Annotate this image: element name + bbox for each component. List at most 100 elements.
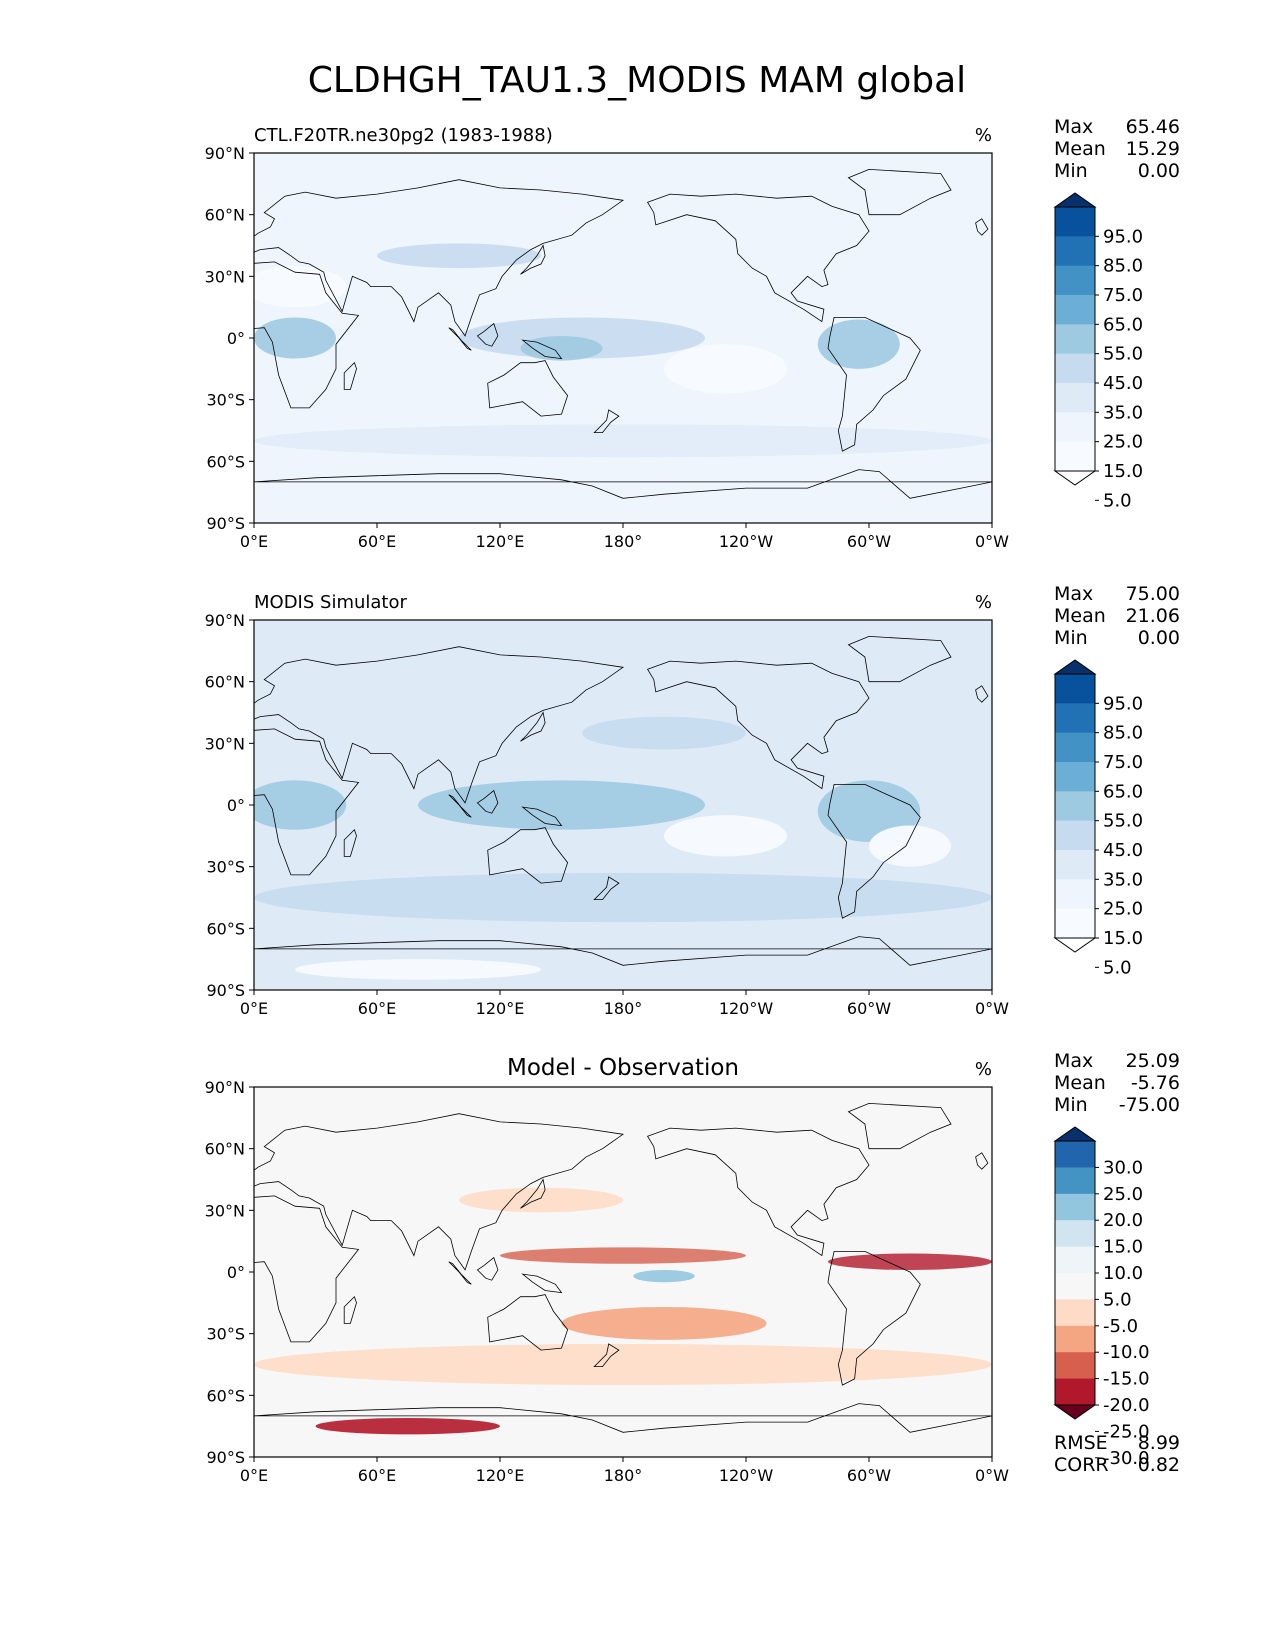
lat-tick-label: 30°S <box>206 1325 245 1344</box>
coastline-namerica <box>647 1127 870 1257</box>
colorbar-tick-label: 65.0 <box>1103 314 1143 335</box>
lon-tick-label: 120°W <box>719 999 774 1018</box>
lon-tick-label: 60°W <box>847 999 891 1018</box>
coastline-madagascar <box>343 828 357 857</box>
colorbar-tick-label: 75.0 <box>1103 752 1143 773</box>
lat-tick-label: 0° <box>227 1263 245 1282</box>
colorbar-tick-label: 55.0 <box>1103 344 1143 365</box>
lon-tick-label: 180° <box>604 999 643 1018</box>
coastline-africa <box>254 728 360 876</box>
coastline-africa <box>254 261 360 409</box>
coastline-britain <box>975 1152 989 1170</box>
colorbar-tick-label: -15.0 <box>1103 1369 1150 1390</box>
lon-tick-label: 120°E <box>476 1466 525 1485</box>
colorbar-segment <box>1055 732 1095 763</box>
coastline-samerica <box>827 316 921 452</box>
colorbar-tick-label: 10.0 <box>1103 1263 1143 1284</box>
colorbar-tick-label: 85.0 <box>1103 723 1143 744</box>
coastline-antarctica <box>254 936 992 966</box>
colorbar-tick-label: 15.0 <box>1103 928 1143 949</box>
colorbar-segment <box>1055 1246 1095 1274</box>
coastline-borneo <box>476 1256 499 1281</box>
coastline-sumatra <box>448 794 472 818</box>
lat-tick-label: 60°S <box>206 1386 245 1405</box>
coastline-namerica <box>647 193 870 323</box>
panel-units: % <box>975 592 992 613</box>
colorbar-tick-label: -10.0 <box>1103 1342 1150 1363</box>
colorbar-segment <box>1055 908 1095 939</box>
panel-units: % <box>975 1059 992 1080</box>
coastline-samerica <box>827 1250 921 1386</box>
coastline-borneo <box>476 322 499 347</box>
colorbar-tick-label: 20.0 <box>1103 1210 1143 1231</box>
lon-tick-label: 120°W <box>719 532 774 551</box>
colorbar-tick-label: 45.0 <box>1103 373 1143 394</box>
footer-stat-value: 0.82 <box>1138 1454 1180 1476</box>
colorbar-extend-bottom <box>1053 1404 1097 1420</box>
stat-label: Max <box>1054 583 1093 605</box>
map-panel: Model - Observation % 90°N 60°N 30°N 0° 30°S 60… <box>205 1050 1180 1485</box>
stat-label: Mean <box>1054 1072 1106 1094</box>
colorbar-tick-label: 95.0 <box>1103 693 1143 714</box>
colorbar: 30.0 25.0 20.0 15.0 10.0 5.0 -5.0 -10.0 -15.0 -20… <box>1053 1126 1150 1469</box>
stat-value: 0.00 <box>1138 160 1180 182</box>
lat-tick-label: 60°N <box>205 673 245 692</box>
coastline-eurasia <box>254 646 625 804</box>
coastline-australia <box>487 827 569 884</box>
map-field <box>254 1087 992 1457</box>
stat-label: Max <box>1054 116 1093 138</box>
lon-tick-label: 120°W <box>719 1466 774 1485</box>
coastline-australia <box>487 1294 569 1351</box>
colorbar-tick-label: 30.0 <box>1103 1157 1143 1178</box>
lon-tick-label: 180° <box>604 1466 643 1485</box>
lon-tick-label: 60°W <box>847 1466 891 1485</box>
colorbar: 95.0 85.0 75.0 65.0 55.0 45.0 35.0 25.0 15.0 5.0 <box>1053 192 1143 511</box>
coastline-greenland <box>847 168 952 216</box>
colorbar-tick-label: 25.0 <box>1103 432 1143 453</box>
coastline-greenland <box>847 1102 952 1150</box>
lat-tick-label: 90°N <box>205 611 245 630</box>
colorbar-segment <box>1055 1352 1095 1380</box>
footer-stat-label: CORR <box>1054 1454 1109 1476</box>
lat-tick-label: 0° <box>227 796 245 815</box>
stat-value: 15.29 <box>1126 138 1180 160</box>
colorbar-segment <box>1055 1167 1095 1195</box>
colorbar-tick-label: -25.0 <box>1103 1421 1150 1442</box>
coastline-newzealand <box>593 409 620 434</box>
coastline-newzealand <box>593 876 620 901</box>
stat-label: Min <box>1054 160 1088 182</box>
colorbar-tick-label: 15.0 <box>1103 1237 1143 1258</box>
colorbar-tick-label: 65.0 <box>1103 781 1143 802</box>
map-field <box>254 620 992 990</box>
colorbar-tick-label: -5.0 <box>1103 1316 1138 1337</box>
lat-tick-label: 30°N <box>205 267 245 286</box>
map-panel: CTL.F20TR.ne30pg2 (1983-1988) % 90°N 60°N 30… <box>205 116 1180 551</box>
stat-value: 75.00 <box>1126 583 1180 605</box>
colorbar-extend-top <box>1053 1126 1097 1142</box>
lon-tick-label: 0°E <box>240 999 268 1018</box>
colorbar-segment <box>1055 1141 1095 1168</box>
coastline-namerica <box>647 660 870 790</box>
lon-tick-label: 0°E <box>240 532 268 551</box>
coastline-sumatra <box>448 327 472 351</box>
coastline-madagascar <box>343 1295 357 1324</box>
coastline-japan <box>520 1178 546 1209</box>
colorbar-tick-label: 95.0 <box>1103 226 1143 247</box>
lat-tick-label: 60°S <box>206 919 245 938</box>
panel-left-title: MODIS Simulator <box>254 592 407 613</box>
colorbar-tick-label: 45.0 <box>1103 840 1143 861</box>
colorbar-segment <box>1055 236 1095 267</box>
footer-stat-label: RMSE <box>1054 1432 1108 1454</box>
colorbar-tick-label: 15.0 <box>1103 461 1143 482</box>
figure-title: CLDHGH_TAU1.3_MODIS MAM global <box>308 60 966 101</box>
colorbar-segment <box>1055 850 1095 880</box>
stat-label: Mean <box>1054 138 1106 160</box>
colorbar-tick-label: 25.0 <box>1103 1184 1143 1205</box>
colorbar-segment <box>1055 207 1095 237</box>
panel-units: % <box>975 125 992 146</box>
lat-tick-label: 90°S <box>206 981 245 1000</box>
colorbar: 95.0 85.0 75.0 65.0 55.0 45.0 35.0 25.0 15.0 5.0 <box>1053 659 1143 978</box>
lat-tick-label: 60°N <box>205 206 245 225</box>
footer-stat-value: 8.99 <box>1138 1432 1180 1454</box>
colorbar-segment <box>1055 879 1095 910</box>
